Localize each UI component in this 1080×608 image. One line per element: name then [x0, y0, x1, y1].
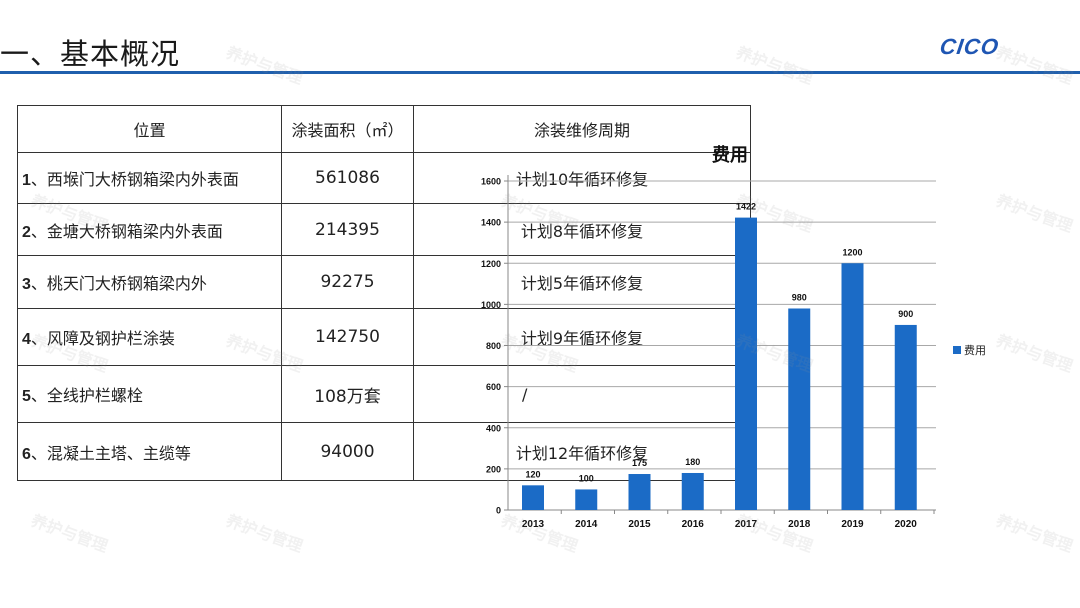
cell-location: 2、金塘大桥钢箱梁内外表面: [17, 203, 282, 256]
watermark-text: 养护与管理: [993, 330, 1076, 377]
bar-value-label: 1200: [842, 247, 862, 257]
x-tick-label: 2013: [522, 519, 545, 530]
overview-table: 位置 涂装面积（㎡） 涂装维修周期 1、西堠门大桥钢箱梁内外表面 561086 …: [17, 105, 751, 481]
cell-location: 4、风障及钢护栏涂装: [17, 308, 282, 366]
cell-location: 5、全线护栏螺栓: [17, 365, 282, 423]
cell-area: 94000: [281, 422, 414, 481]
watermark-text: 养护与管理: [28, 510, 111, 557]
cell-location: 1、西堠门大桥钢箱梁内外表面: [17, 152, 282, 204]
cell-area: 142750: [281, 308, 414, 366]
watermark-text: 养护与管理: [733, 42, 816, 89]
header-cycle: 涂装维修周期: [413, 105, 751, 153]
watermark-text: 养护与管理: [993, 190, 1076, 237]
header-location: 位置: [17, 105, 282, 153]
cell-cycle: 计划10年循环修复: [413, 152, 751, 204]
location-text: 、桃天门大桥钢箱梁内外: [30, 274, 207, 293]
cell-cycle: 计划8年循环修复: [413, 203, 751, 256]
x-tick-label: 2019: [841, 519, 864, 530]
table-row: 2、金塘大桥钢箱梁内外表面 214395 计划8年循环修复: [17, 203, 751, 256]
cell-area: 561086: [281, 152, 414, 204]
x-tick-label: 2014: [575, 519, 598, 530]
watermark-text: 养护与管理: [733, 510, 816, 557]
cell-location: 6、混凝土主塔、主缆等: [17, 422, 282, 481]
row-number: 4: [22, 331, 31, 348]
bar: [788, 308, 811, 510]
row-number: 2: [22, 223, 31, 241]
row-number: 5: [22, 388, 31, 405]
table-row: 5、全线护栏螺栓 108万套 /: [17, 365, 751, 423]
cell-location: 3、桃天门大桥钢箱梁内外: [17, 255, 282, 309]
cico-logo: CICO: [938, 34, 1001, 59]
chart-title: 费用: [712, 145, 748, 166]
legend-label: 费用: [964, 344, 986, 357]
title-divider: [0, 71, 1080, 74]
table-row: 4、风障及钢护栏涂装 142750 计划9年循环修复: [17, 308, 751, 366]
table-row: 6、混凝土主塔、主缆等 94000 计划12年循环修复: [17, 422, 751, 481]
chart-legend: 费用: [953, 342, 986, 358]
watermark-text: 养护与管理: [223, 510, 306, 557]
row-number: 3: [22, 276, 31, 293]
cell-area: 214395: [281, 203, 414, 256]
row-number: 6: [22, 445, 31, 463]
bar: [575, 489, 598, 510]
table-row: 1、西堠门大桥钢箱梁内外表面 561086 计划10年循环修复: [17, 152, 751, 204]
location-text: 、风障及钢护栏涂装: [30, 329, 175, 348]
x-tick-label: 2015: [628, 519, 651, 530]
table-header-row: 位置 涂装面积（㎡） 涂装维修周期: [17, 105, 751, 153]
page-title: 一、基本概况: [0, 37, 181, 71]
bar-value-label: 980: [792, 292, 807, 302]
legend-swatch-icon: [953, 346, 961, 354]
cell-cycle: 计划9年循环修复: [413, 308, 751, 366]
bar: [841, 263, 864, 510]
row-number: 1: [22, 172, 31, 189]
cell-area: 108万套: [281, 365, 414, 423]
cell-cycle: 计划5年循环修复: [413, 255, 751, 309]
bar-value-label: 900: [898, 309, 913, 319]
x-tick-label: 2017: [735, 519, 758, 530]
x-tick-label: 2018: [788, 519, 811, 530]
location-text: 、全线护栏螺栓: [30, 386, 143, 405]
cell-cycle: 计划12年循环修复: [413, 422, 751, 481]
watermark-text: 养护与管理: [993, 42, 1076, 89]
table-row: 3、桃天门大桥钢箱梁内外 92275 计划5年循环修复: [17, 255, 751, 309]
x-tick-label: 2020: [895, 519, 918, 530]
cell-area: 92275: [281, 255, 414, 309]
bar: [894, 324, 917, 510]
location-text: 、混凝土主塔、主缆等: [30, 443, 191, 463]
x-tick-label: 2016: [682, 519, 705, 530]
bar: [522, 485, 544, 510]
watermark-text: 养护与管理: [498, 510, 581, 557]
watermark-text: 养护与管理: [993, 510, 1076, 557]
location-text: 、西堠门大桥钢箱梁内外表面: [30, 170, 239, 189]
location-text: 、金塘大桥钢箱梁内外表面: [30, 221, 223, 241]
header-area: 涂装面积（㎡）: [281, 105, 414, 153]
cell-cycle: /: [413, 365, 751, 423]
watermark-text: 养护与管理: [223, 42, 306, 89]
y-tick-label: 0: [496, 506, 501, 516]
